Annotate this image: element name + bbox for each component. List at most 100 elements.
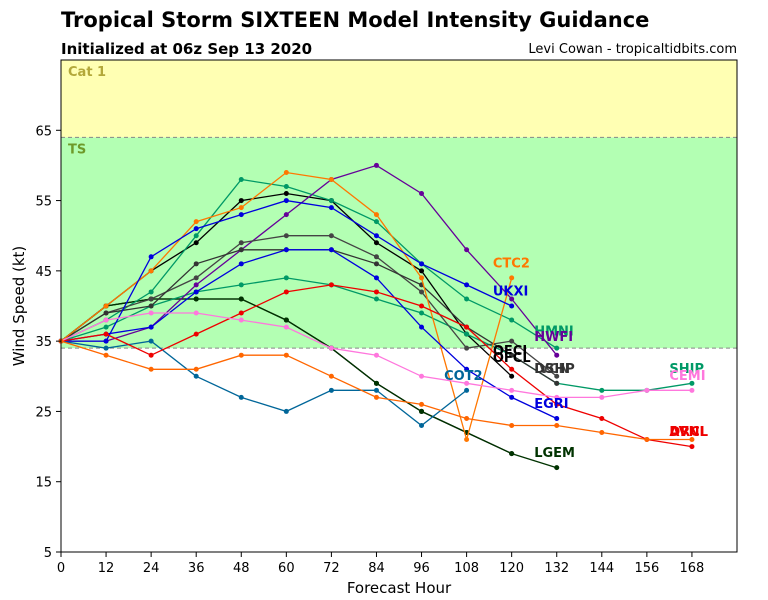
point-ivcn-9: [464, 345, 470, 351]
point-lgem-4: [238, 296, 244, 302]
series-label-cemi: CEMI: [669, 369, 705, 384]
x-tick-label-12: 144: [589, 561, 614, 576]
point-hwfi-8: [419, 191, 425, 197]
point-ship-1: [103, 324, 109, 330]
point-hmni-6: [328, 198, 334, 204]
point-hwfi-11: [554, 352, 560, 358]
point-hmni-10: [509, 317, 515, 323]
point-ofcl-4: [238, 198, 244, 204]
point-drcl-10: [509, 422, 515, 428]
point-cemi-7: [373, 352, 379, 358]
point-ukxi-1: [103, 338, 109, 344]
x-tick-label-14: 168: [680, 561, 705, 576]
point-drcl-9: [464, 415, 470, 421]
y-tick-label-3: 35: [35, 335, 52, 350]
series-label-lgem: LGEM: [534, 446, 575, 461]
point-egri-4: [238, 261, 244, 267]
series-label-ctc2: CTC2: [493, 256, 530, 271]
point-ofcl-10: [509, 373, 515, 379]
series-label-hmni: HMNI: [534, 325, 574, 340]
point-egri-3: [193, 289, 199, 295]
point-lgem-10: [509, 451, 515, 457]
point-dshp-4: [238, 247, 244, 253]
band-label-0: TS: [68, 142, 86, 157]
point-cemi-12: [599, 394, 605, 400]
band-label-1: Cat 1: [68, 65, 106, 80]
point-cemi-6: [328, 345, 334, 351]
point-ivcn-8: [419, 289, 425, 295]
series-line-ivcn: [60, 235, 558, 377]
point-egri-7: [373, 275, 379, 281]
point-hwfi-3: [193, 282, 199, 288]
point-cemi-13: [644, 387, 650, 393]
point-avni-7: [373, 289, 379, 295]
point-cot2-9: [464, 387, 470, 393]
chart-subtitle: Initialized at 06z Sep 13 2020: [61, 40, 313, 58]
point-cemi-11: [554, 394, 560, 400]
point-cemi-10: [509, 387, 515, 393]
point-lgem-11: [554, 465, 560, 471]
point-drcl-12: [599, 430, 605, 436]
y-axis-ticks: 5 15 25 35 45 55 65: [35, 124, 61, 561]
chart-credit: Levi Cowan - tropicaltidbits.com: [528, 42, 737, 57]
point-drcl-8: [419, 401, 425, 407]
point-lgem-7: [373, 380, 379, 386]
chart-title: Tropical Storm SIXTEEN Model Intensity G…: [61, 8, 650, 32]
point-hmni-4: [238, 176, 244, 182]
point-drcl-3: [193, 366, 199, 372]
point-ukxi-10: [509, 303, 515, 309]
x-axis-ticks: 0 12 24 36 48 60 72 84 96 108 120 132 144 156 168: [57, 552, 704, 576]
band-1: [61, 60, 737, 138]
point-ivcn-11: [554, 373, 560, 379]
point-lgem-5: [283, 317, 289, 323]
point-ukxi-6: [328, 205, 334, 211]
x-tick-label-7: 84: [368, 561, 385, 576]
point-drcl-11: [554, 422, 560, 428]
point-ivcn-6: [328, 233, 334, 239]
x-tick-label-5: 60: [278, 561, 295, 576]
point-ctc2-3: [193, 219, 199, 225]
point-dshp-11: [554, 380, 560, 386]
point-hmni-7: [373, 219, 379, 225]
point-cot2-5: [283, 408, 289, 414]
point-egri-2: [148, 324, 154, 330]
point-hwfi-7: [373, 162, 379, 168]
series-label-ofci: OFCI: [493, 344, 527, 359]
point-ivcn-3: [193, 275, 199, 281]
point-ctc2-6: [328, 176, 334, 182]
point-cot2-6: [328, 387, 334, 393]
series-line-egri: [60, 249, 557, 420]
x-tick-label-2: 24: [143, 561, 160, 576]
point-ctc2-8: [419, 275, 425, 281]
series-label-ukxi: UKXI: [493, 284, 529, 299]
point-ukxi-5: [283, 198, 289, 204]
point-cot2-7: [373, 387, 379, 393]
point-cot2-1: [103, 345, 109, 351]
point-cemi-4: [238, 317, 244, 323]
point-drcl-5: [283, 352, 289, 358]
point-ship-8: [419, 310, 425, 316]
y-tick-label-5: 55: [35, 195, 52, 210]
point-cemi-14: [689, 387, 695, 393]
point-dshp-2: [148, 303, 154, 309]
plot-frame: [60, 59, 738, 553]
point-ivcn-5: [283, 233, 289, 239]
point-ship-9: [464, 331, 470, 337]
point-ukxi-7: [373, 233, 379, 239]
intensity-bands: TS Cat 1: [61, 60, 737, 349]
point-hmni-2: [148, 289, 154, 295]
point-hwfi-10: [509, 296, 515, 302]
point-ukxi-8: [419, 261, 425, 267]
x-tick-label-8: 96: [413, 561, 430, 576]
point-avni-14: [689, 444, 695, 450]
x-tick-label-1: 12: [98, 561, 115, 576]
series-label-drcl: DRCL: [669, 425, 708, 440]
point-egri-11: [554, 415, 560, 421]
point-cot2-4: [238, 394, 244, 400]
point-avni-6: [328, 282, 334, 288]
y-tick-label-4: 45: [35, 265, 52, 280]
point-ctc2-2: [148, 268, 154, 274]
x-tick-label-11: 132: [544, 561, 569, 576]
series-label-avni: AVNI: [669, 425, 704, 440]
point-ship-5: [283, 275, 289, 281]
